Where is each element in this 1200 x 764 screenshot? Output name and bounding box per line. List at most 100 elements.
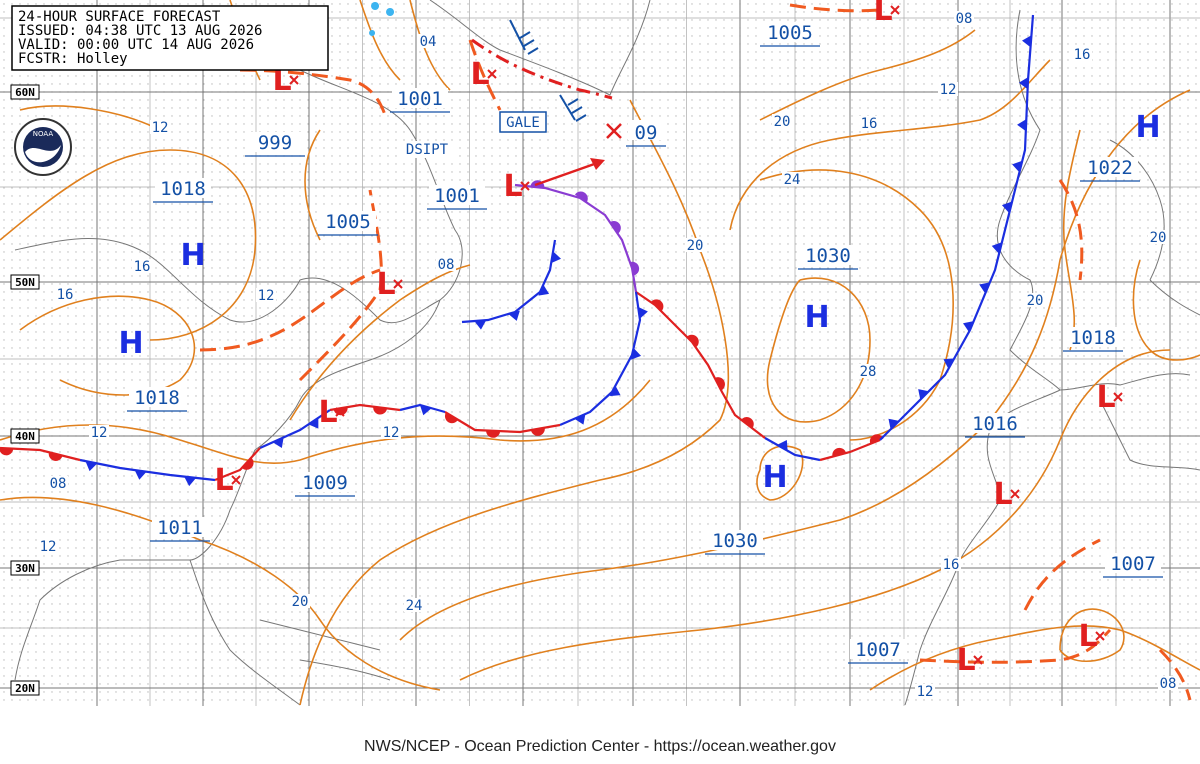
occluded-front xyxy=(514,183,638,293)
isobar-label-bg xyxy=(418,34,438,48)
low-track-arrow xyxy=(534,160,601,187)
low-center-x xyxy=(289,75,299,85)
cold-front-pip xyxy=(1018,77,1029,90)
occluded-front-pip xyxy=(574,191,588,203)
pressure-label-bg xyxy=(1105,553,1161,573)
pressure-label: 1011 xyxy=(157,517,203,539)
warm-front-pip xyxy=(0,447,14,456)
occluded-front-pip xyxy=(630,261,640,276)
map-background xyxy=(0,0,1200,706)
lat-label-box xyxy=(10,274,40,290)
low-center: L xyxy=(272,63,291,98)
pressure-label-bg xyxy=(850,639,906,659)
pressure-label: 1022 xyxy=(1087,157,1133,179)
ice-markers xyxy=(369,2,395,36)
low-center-x xyxy=(393,279,403,289)
warm-front xyxy=(329,403,401,412)
warm-front xyxy=(0,446,81,462)
warm-front-pip xyxy=(48,452,63,461)
high-center: H xyxy=(1135,110,1160,145)
warm-front-pip xyxy=(714,377,725,391)
cold-front-pip xyxy=(474,320,487,330)
pressure-label: 1018 xyxy=(134,387,180,409)
graticule xyxy=(0,0,1200,706)
pressure-label-bg xyxy=(967,413,1023,433)
isobar-label: 12 xyxy=(40,539,57,555)
cold-front xyxy=(879,14,1035,441)
low-center-x xyxy=(1095,631,1105,641)
pressure-label: 1007 xyxy=(855,639,901,661)
low-center: L xyxy=(956,643,975,678)
cold-front-pip xyxy=(991,242,1002,254)
pressure-label-bg xyxy=(155,178,211,198)
warm-front-pip xyxy=(651,299,664,312)
isobar-label: 24 xyxy=(784,172,801,188)
cold-front-pip xyxy=(1001,201,1013,214)
isobar-label-bg xyxy=(859,116,879,130)
pressure-label: 1007 xyxy=(1110,553,1156,575)
cold-front-pip xyxy=(1022,35,1032,48)
cold-front-pip xyxy=(538,284,550,296)
lat-label: 60N xyxy=(15,86,35,99)
pressure-label-bg xyxy=(129,387,185,407)
isobar-label-bg xyxy=(256,288,276,302)
pressure-label: 1005 xyxy=(767,22,813,44)
lat-label-box xyxy=(10,428,40,444)
low-center: L xyxy=(503,169,522,204)
isobar-label-bg xyxy=(55,287,75,301)
warm-front-pip xyxy=(241,457,254,470)
isobar-label: 28 xyxy=(860,364,877,380)
warm-front-pip xyxy=(832,447,847,457)
header-valid: VALID: 00:00 UTC 14 AUG 2026 xyxy=(18,37,254,53)
isobar-label-bg xyxy=(48,476,68,490)
warm-front-pip xyxy=(486,430,501,438)
isobar-label: 20 xyxy=(687,238,704,254)
cold-front-pip xyxy=(134,470,147,480)
isobar-label: 12 xyxy=(917,684,934,700)
troughs xyxy=(199,3,1192,701)
isobar-label: 20 xyxy=(1027,293,1044,309)
pressure-label-bg xyxy=(1082,157,1138,177)
low-center-x xyxy=(973,655,983,665)
pressure-label: 1016 xyxy=(972,413,1018,435)
low-center: L xyxy=(214,463,233,498)
pressure-label: 1009 xyxy=(302,472,348,494)
pressure-label: 1030 xyxy=(712,530,758,552)
pressure-label: 1001 xyxy=(434,185,480,207)
cold-front-pip xyxy=(308,417,319,429)
pressure-label: 1018 xyxy=(1070,327,1116,349)
isobar-label-bg xyxy=(132,259,152,273)
low-center: L xyxy=(1078,619,1097,654)
high-center: H xyxy=(118,326,143,361)
gale-box xyxy=(499,111,547,133)
occluded-front-pip xyxy=(609,221,621,234)
cold-front xyxy=(764,437,821,462)
isobar-label: 12 xyxy=(152,120,169,136)
isobar-label: 08 xyxy=(956,11,973,27)
pressure-label: 1001 xyxy=(397,88,443,110)
new-low-bg xyxy=(628,120,664,140)
lat-label: 40N xyxy=(15,430,35,443)
cold-front-pip xyxy=(609,385,621,397)
lat-label: 30N xyxy=(15,562,35,575)
cold-front-pip xyxy=(574,413,586,425)
high-center: H xyxy=(180,238,205,273)
lat-label: 20N xyxy=(15,682,35,695)
isobar-label-bg xyxy=(938,82,958,96)
pressure-label-bg xyxy=(247,132,303,152)
low-center-x xyxy=(487,69,497,79)
isobar-label-bg xyxy=(1072,47,1092,61)
isobar-label: 12 xyxy=(91,425,108,441)
dissipating-label: DSIPT xyxy=(406,142,449,158)
cold-front-pip xyxy=(943,358,955,369)
isobar-label-bg xyxy=(381,425,401,439)
isobar-label-bg xyxy=(38,539,58,553)
cold-front-pip xyxy=(638,306,648,319)
pressure-label-bg xyxy=(392,88,448,108)
header-issued: ISSUED: 04:38 UTC 13 AUG 2026 xyxy=(18,23,262,39)
isobar-label-bg xyxy=(858,364,878,378)
pressure-label: 1005 xyxy=(325,211,371,233)
cold-front-pip xyxy=(551,251,562,264)
cold-front-pip xyxy=(85,461,98,472)
low-center: L xyxy=(993,477,1012,512)
